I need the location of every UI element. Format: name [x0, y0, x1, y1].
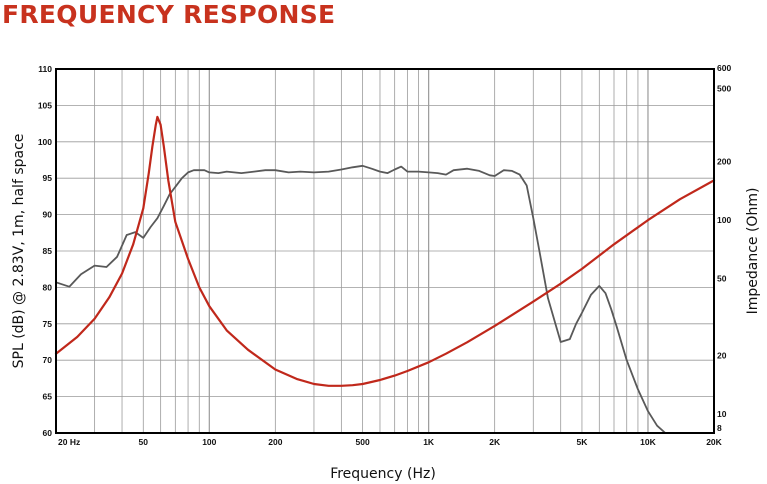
y-right-tick-label: 20 — [717, 351, 727, 361]
y-left-tick-label: 90 — [43, 210, 53, 220]
series-layer — [54, 115, 716, 434]
y-left-tick-label: 85 — [43, 246, 53, 256]
y-right-tick-label: 8 — [717, 423, 722, 433]
y-left-tick-label: 75 — [43, 319, 53, 329]
y-axis-right-title: Impedance (Ohm) — [745, 188, 761, 315]
y-left-tick-label: 80 — [43, 282, 53, 292]
y-left-tick-label: 110 — [38, 64, 52, 74]
y-right-tick-label: 50 — [717, 273, 727, 283]
x-tick-label: 100 — [202, 437, 216, 447]
y-left-tick-labels: 60 65 70 75 80 85 90 95 100 105 110 — [38, 64, 52, 438]
x-tick-label: 20K — [706, 437, 722, 447]
y-left-tick-label: 95 — [43, 173, 53, 183]
x-tick-label: 500 — [356, 437, 370, 447]
x-axis-title: Frequency (Hz) — [330, 466, 436, 482]
y-right-tick-label: 200 — [717, 157, 731, 167]
x-tick-label: 200 — [268, 437, 282, 447]
y-right-tick-labels: 8 10 20 50 100 200 500 600 — [717, 63, 731, 433]
x-tick-label: 10K — [640, 437, 656, 447]
x-tick-labels: 20 Hz 50 100 200 500 1K 2K 5K 10K 20K — [58, 437, 723, 447]
x-tick-label: 5K — [577, 437, 589, 447]
x-tick-label: 50 — [139, 437, 149, 447]
y-left-tick-label: 60 — [43, 428, 53, 438]
y-right-tick-label: 500 — [717, 83, 731, 93]
plot-frame — [55, 68, 715, 434]
x-tick-label: 1K — [423, 437, 435, 447]
y-right-tick-label: 600 — [717, 63, 731, 73]
grid — [56, 69, 714, 433]
y-left-tick-label: 105 — [38, 100, 52, 110]
spl-curve — [55, 164, 667, 434]
x-tick-label: 20 Hz — [58, 437, 80, 447]
y-left-tick-label: 65 — [43, 392, 53, 402]
y-right-tick-label: 10 — [717, 409, 727, 419]
x-tick-label: 2K — [489, 437, 501, 447]
page-title: FREQUENCY RESPONSE — [2, 0, 336, 29]
y-left-tick-label: 70 — [43, 355, 53, 365]
y-axis-left-title: SPL (dB) @ 2.83V, 1m, half space — [11, 134, 27, 369]
y-right-tick-label: 100 — [717, 215, 731, 225]
impedance-curve — [54, 115, 716, 387]
y-left-tick-label: 100 — [38, 137, 52, 147]
